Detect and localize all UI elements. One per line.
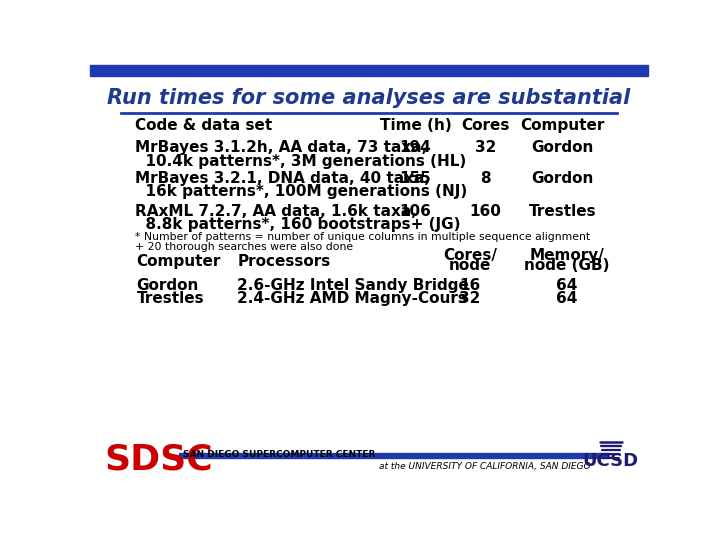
Text: Code & data set: Code & data set xyxy=(135,118,272,133)
Text: Computer: Computer xyxy=(137,254,221,269)
Text: at the UNIVERSITY OF CALIFORNIA, SAN DIEGO: at the UNIVERSITY OF CALIFORNIA, SAN DIE… xyxy=(379,462,591,471)
Text: Run times for some analyses are substantial: Run times for some analyses are substant… xyxy=(107,88,631,108)
Text: Processors: Processors xyxy=(238,254,330,269)
Text: RAxML 7.2.7, AA data, 1.6k taxa,: RAxML 7.2.7, AA data, 1.6k taxa, xyxy=(135,204,417,219)
Text: Time (h): Time (h) xyxy=(379,118,451,133)
Text: Gordon: Gordon xyxy=(531,171,594,186)
Text: UCSD: UCSD xyxy=(582,451,639,470)
Text: * Number of patterns = number of unique columns in multiple sequence alignment: * Number of patterns = number of unique … xyxy=(135,232,590,242)
Text: 2.6-GHz Intel Sandy Bridge: 2.6-GHz Intel Sandy Bridge xyxy=(238,278,469,293)
Text: 8: 8 xyxy=(480,171,490,186)
Text: 32: 32 xyxy=(459,291,480,306)
Text: Trestles: Trestles xyxy=(529,204,597,219)
Text: Computer: Computer xyxy=(521,118,605,133)
Text: MrBayes 3.2.1, DNA data, 40 taxa,: MrBayes 3.2.1, DNA data, 40 taxa, xyxy=(135,171,430,186)
Text: SAN DIEGO SUPERCOMPUTER CENTER: SAN DIEGO SUPERCOMPUTER CENTER xyxy=(183,450,375,459)
Text: Gordon: Gordon xyxy=(137,278,199,293)
Text: Memory/: Memory/ xyxy=(529,248,604,264)
Text: SDSC: SDSC xyxy=(104,443,212,477)
Text: Trestles: Trestles xyxy=(137,291,204,306)
Text: 64: 64 xyxy=(556,291,577,306)
Text: node (GB): node (GB) xyxy=(524,258,609,273)
Text: 16k patterns*, 100M generations (NJ): 16k patterns*, 100M generations (NJ) xyxy=(135,184,467,199)
Text: Gordon: Gordon xyxy=(531,140,594,156)
Text: 64: 64 xyxy=(556,278,577,293)
Text: Cores: Cores xyxy=(461,118,510,133)
Text: 2.4-GHz AMD Magny-Cours: 2.4-GHz AMD Magny-Cours xyxy=(238,291,467,306)
Text: 106: 106 xyxy=(400,204,431,219)
Text: 160: 160 xyxy=(469,204,501,219)
Text: MrBayes 3.1.2h, AA data, 73 taxa,: MrBayes 3.1.2h, AA data, 73 taxa, xyxy=(135,140,427,156)
Text: node: node xyxy=(449,258,491,273)
Text: 155: 155 xyxy=(400,171,431,186)
Text: 10.4k patterns*, 3M generations (HL): 10.4k patterns*, 3M generations (HL) xyxy=(135,153,467,168)
Bar xyxy=(90,65,648,76)
Bar xyxy=(179,453,609,458)
Text: 32: 32 xyxy=(474,140,496,156)
Text: Cores/: Cores/ xyxy=(443,248,497,264)
Text: 16: 16 xyxy=(459,278,480,293)
Text: 8.8k patterns*, 160 bootstraps+ (JG): 8.8k patterns*, 160 bootstraps+ (JG) xyxy=(135,217,461,232)
Text: 194: 194 xyxy=(400,140,431,156)
Text: + 20 thorough searches were also done: + 20 thorough searches were also done xyxy=(135,241,353,252)
